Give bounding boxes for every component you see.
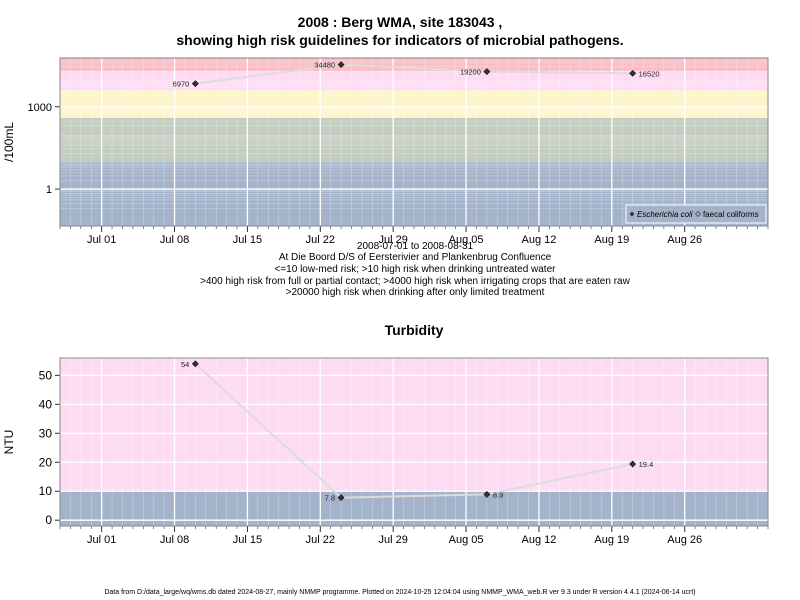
data-point [337,494,345,502]
series-line [195,63,633,85]
data-point [191,360,199,368]
risk-band-1 [60,117,768,162]
y-axis-label: NTU [2,430,16,455]
x-tick-label: Aug 26 [667,534,702,546]
legend-marker-ecoli [629,211,635,217]
data-label: 6970 [173,80,190,89]
data-label: 34480 [314,61,335,70]
data-point [483,68,491,75]
data-label: 7.8 [325,494,335,503]
caption-site: At Die Boord D/S of Eersterivier and Pla… [278,252,552,263]
risk-band-2 [60,90,768,118]
x-tick-label: Aug 05 [449,234,484,246]
x-tick-label: Jul 15 [233,534,262,546]
panel-title: Turbidity [385,322,444,338]
plot-border [59,57,769,227]
x-tick-label: Aug 12 [522,534,557,546]
x-tick-label: Aug 19 [594,534,629,546]
x-tick-label: Jul 08 [160,534,189,546]
caption-date-range: 2008-07-01 to 2008-08-31 [356,241,474,252]
x-tick-label: Jul 29 [378,234,407,246]
x-tick-label: Jul 01 [87,534,116,546]
data-point [629,460,637,468]
risk-band-4 [60,58,768,72]
y-tick-label: 40 [39,397,53,411]
x-tick-label: Aug 19 [594,234,629,246]
x-tick-label: Aug 26 [667,234,702,246]
y-tick-label: 1 [46,184,52,196]
y-axis-label: /100mL [2,122,16,162]
series-line [194,363,633,499]
caption-note-3: >20000 high risk when drinking after onl… [285,287,545,298]
y-tick-label: 10 [39,484,53,498]
x-tick-label: Aug 12 [522,234,557,246]
ecoli-chart: 1 1000 Jul 01 Jul 08 Jul 15 Jul 22 Jul 29 Aug 0… [2,57,769,246]
y-tick-label: 30 [39,426,53,440]
data-point [629,69,637,77]
risk-band-1 [60,358,768,492]
legend-box [625,204,767,224]
legend-label-ecoli: Escherichia coli [637,210,693,219]
risk-band-3 [60,71,768,91]
x-tick-label: Jul 22 [306,234,335,246]
data-label: 19200 [460,68,481,77]
legend-marker-faecal [695,211,701,217]
x-tick-label: Aug 05 [449,534,484,546]
x-tick-label: Jul 01 [87,234,116,246]
caption-note-2: >400 high risk from full or partial cont… [200,276,630,287]
data-label: 16520 [639,69,660,78]
x-tick-label: Jul 08 [160,234,189,246]
x-tick-label: Jul 29 [378,534,407,546]
y-tick-label: 1000 [28,102,52,114]
x-tick-label: Jul 15 [233,234,262,246]
data-label: 54 [181,360,189,369]
data-point [337,61,345,69]
y-tick-label: 0 [45,513,52,527]
y-tick-label: 20 [39,455,53,469]
data-label: 8.9 [493,490,503,499]
x-tick-label: Jul 22 [306,534,335,546]
footer-note: Data from D:/data_large/wq/wms.db dated … [104,589,696,596]
turbidity-chart: 0 10 20 30 40 50 Jul 01 Jul 08 Jul 15 Jul 22 Jul 2… [2,322,769,546]
data-point [191,80,199,88]
plot-border [59,357,769,527]
data-label: 19.4 [639,460,654,469]
legend-label-faecal: faecal coliforms [703,210,759,219]
chart-title-line1: 2008 : Berg WMA, site 183043 , [297,14,503,30]
y-tick-label: 50 [39,368,53,382]
data-point [483,491,491,498]
caption-note-1: <=10 low-med risk; >10 high risk when dr… [274,264,556,275]
chart-title-line2: showing high risk guidelines for indicat… [176,32,624,48]
